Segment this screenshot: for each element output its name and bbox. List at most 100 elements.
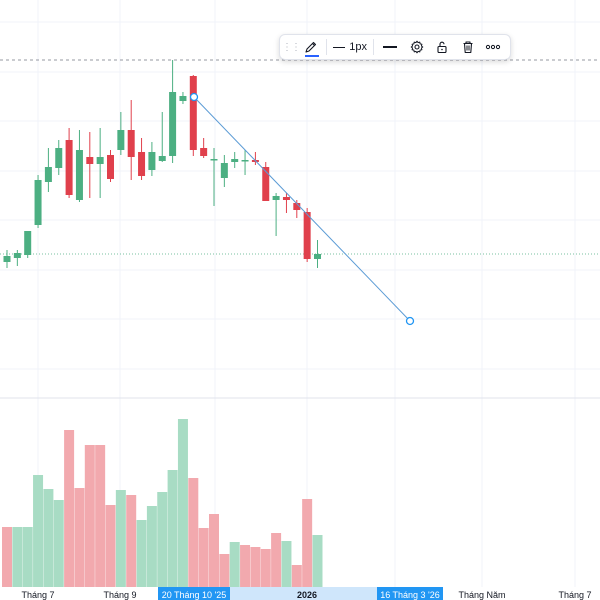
volume-bar bbox=[146, 506, 157, 587]
time-label-jul-2: Tháng 7 bbox=[558, 590, 591, 600]
candle-body bbox=[293, 203, 301, 210]
toolbar-divider bbox=[372, 39, 374, 55]
volume-bar bbox=[43, 489, 54, 587]
candle-body bbox=[282, 197, 290, 200]
candle-body bbox=[3, 256, 11, 262]
volume-bar bbox=[250, 547, 261, 587]
trend-line[interactable] bbox=[193, 96, 411, 322]
time-badge-start: 20 Tháng 10 '25 bbox=[162, 590, 227, 600]
chart-grid bbox=[0, 0, 600, 587]
volume-bar bbox=[136, 520, 147, 587]
time-badge-end: 16 Tháng 3 '26 bbox=[380, 590, 440, 600]
candle-body bbox=[44, 167, 52, 182]
volume-bar bbox=[198, 528, 209, 587]
time-badge-end-bg bbox=[377, 587, 443, 600]
candle-body bbox=[303, 212, 311, 259]
volume-bar bbox=[115, 490, 126, 587]
candle-body bbox=[158, 156, 166, 161]
candle-body bbox=[96, 157, 104, 164]
candle-body bbox=[117, 130, 125, 150]
volume-bar bbox=[240, 545, 251, 587]
time-label-may: Tháng Năm bbox=[458, 590, 505, 600]
candle-body bbox=[75, 150, 83, 200]
line-style-icon bbox=[382, 46, 397, 48]
volume-bar bbox=[2, 527, 12, 587]
settings-button[interactable] bbox=[404, 36, 429, 58]
volume-bar bbox=[302, 499, 313, 587]
volume-bar bbox=[312, 535, 323, 587]
volume-bar bbox=[22, 527, 33, 587]
trend-line-end-handle[interactable] bbox=[405, 316, 415, 326]
trend-line-start-handle[interactable] bbox=[189, 92, 199, 102]
candle-body bbox=[262, 167, 270, 201]
gear-icon bbox=[410, 40, 424, 54]
candle-body bbox=[65, 140, 73, 195]
candle-body bbox=[272, 196, 280, 200]
volume-bar bbox=[167, 470, 178, 587]
volume-bar bbox=[53, 500, 64, 587]
trash-icon bbox=[463, 41, 473, 54]
candle-body bbox=[86, 157, 94, 164]
volume-bars bbox=[2, 419, 323, 587]
candle-body bbox=[200, 148, 208, 156]
candle-body bbox=[13, 253, 21, 258]
line-style-button[interactable] bbox=[376, 36, 404, 58]
volume-bar bbox=[33, 475, 44, 587]
volume-bar bbox=[157, 492, 168, 587]
volume-bar bbox=[271, 533, 282, 587]
volume-bar bbox=[188, 478, 199, 587]
volume-bar bbox=[291, 565, 302, 587]
volume-bar bbox=[74, 488, 85, 587]
line-color-button[interactable] bbox=[298, 36, 324, 58]
volume-bar bbox=[281, 541, 292, 587]
volume-bar bbox=[84, 445, 95, 587]
candle-body bbox=[189, 76, 197, 150]
line-width-icon bbox=[333, 46, 346, 48]
volume-bar bbox=[95, 445, 106, 587]
volume-bar bbox=[229, 542, 240, 587]
candlesticks bbox=[3, 60, 321, 268]
candle-body bbox=[148, 152, 156, 170]
candle-body bbox=[314, 254, 321, 259]
candle-body bbox=[55, 148, 63, 168]
candle-body bbox=[210, 159, 218, 161]
volume-bar bbox=[12, 527, 23, 587]
candle-body bbox=[179, 96, 187, 101]
more-horizontal-icon bbox=[486, 44, 501, 50]
time-badge-start-bg bbox=[158, 587, 230, 600]
more-button[interactable] bbox=[481, 36, 506, 58]
line-width-label: 1px bbox=[349, 41, 367, 53]
drag-handle-icon[interactable]: ⋮⋮ bbox=[282, 41, 301, 53]
volume-bar bbox=[177, 419, 188, 587]
candle-body bbox=[220, 163, 228, 178]
candle-body bbox=[34, 180, 42, 225]
candle-body bbox=[241, 160, 249, 162]
unlock-icon bbox=[437, 41, 447, 54]
drawing-toolbar: ⋮⋮ 1px bbox=[279, 34, 511, 60]
candle-body bbox=[138, 152, 146, 176]
volume-bar bbox=[126, 495, 137, 587]
time-label-jul: Tháng 7 bbox=[21, 590, 54, 600]
lock-button[interactable] bbox=[430, 36, 455, 58]
trend-line-drawing[interactable] bbox=[189, 92, 415, 326]
volume-bar bbox=[219, 554, 230, 587]
pencil-icon bbox=[305, 41, 317, 53]
candle-body bbox=[231, 159, 239, 162]
delete-button[interactable] bbox=[455, 36, 480, 58]
line-color-indicator bbox=[305, 55, 319, 57]
volume-bar bbox=[105, 505, 116, 587]
candle-body bbox=[24, 231, 32, 255]
time-selection-range bbox=[194, 587, 410, 600]
time-axis[interactable]: Tháng 7 Tháng 9 2026 Tháng Năm Tháng 7 2… bbox=[0, 587, 600, 600]
candle-body bbox=[127, 130, 135, 157]
line-width-button[interactable]: 1px bbox=[329, 36, 371, 58]
volume-bar bbox=[64, 430, 75, 587]
toolbar-divider bbox=[326, 39, 328, 55]
volume-bar bbox=[260, 549, 271, 587]
time-label-2026: 2026 bbox=[297, 590, 317, 600]
time-label-sep: Tháng 9 bbox=[103, 590, 136, 600]
volume-bar bbox=[209, 514, 219, 587]
candle-body bbox=[107, 155, 114, 179]
